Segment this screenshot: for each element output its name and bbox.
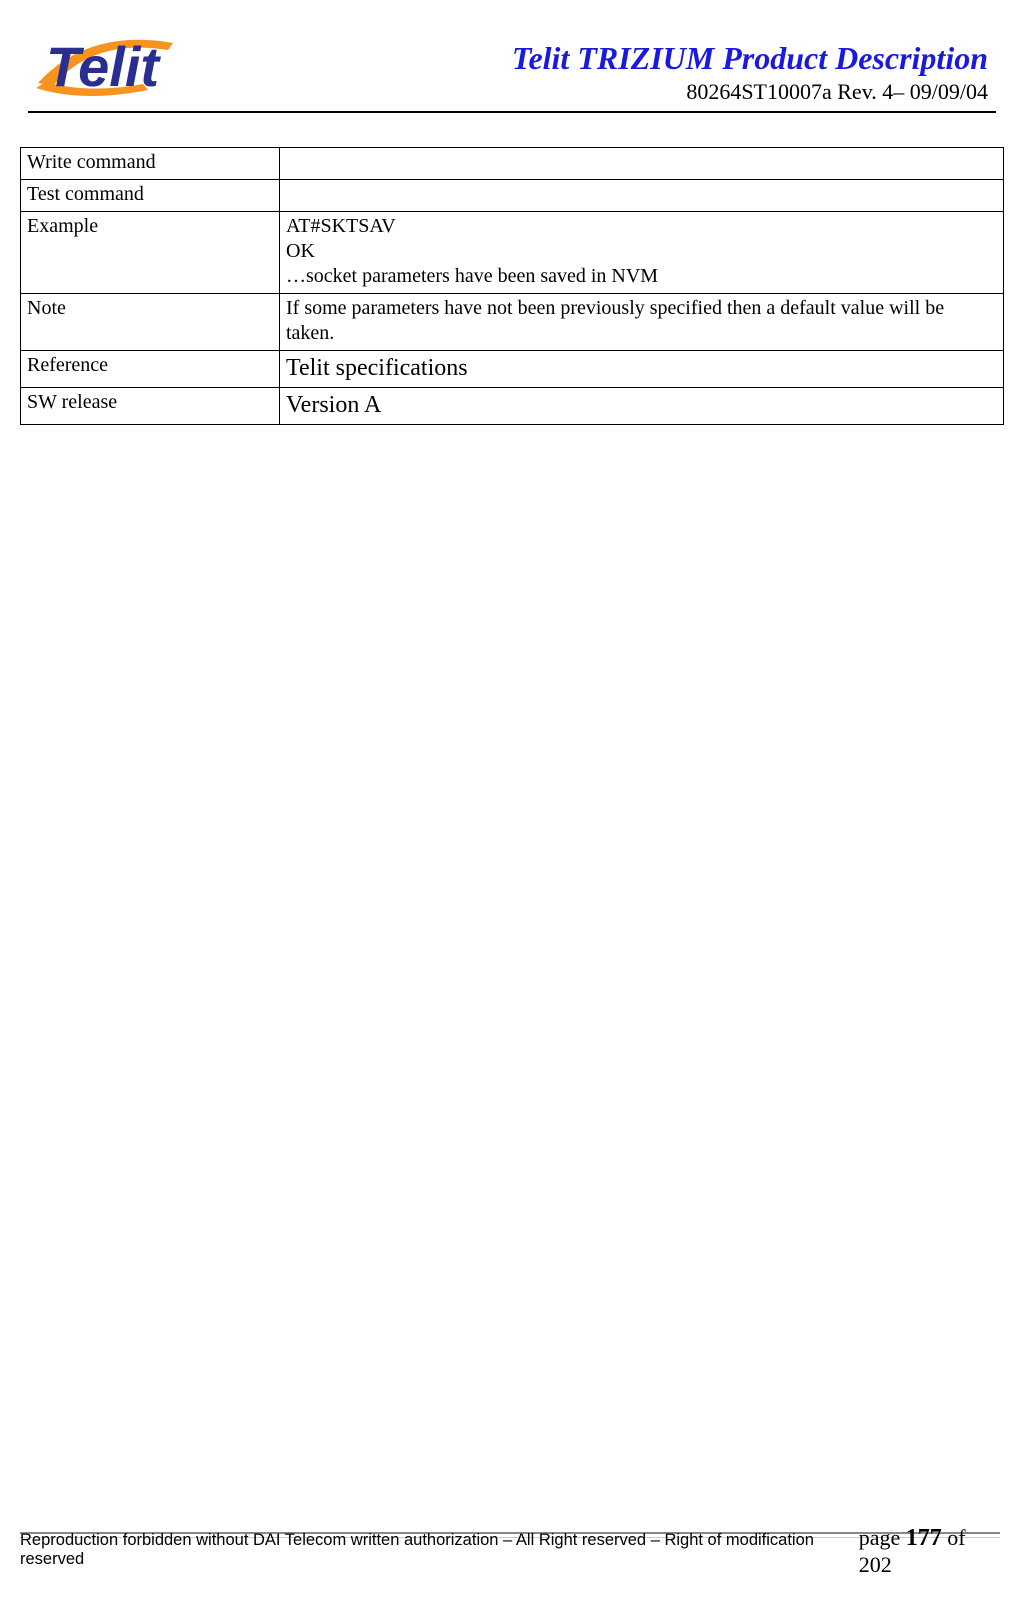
page-label-prefix: page <box>859 1525 906 1550</box>
page-label-middle: of <box>942 1525 966 1550</box>
table-row-value <box>280 148 1004 180</box>
table-row: Test command <box>21 180 1004 212</box>
table-row-value <box>280 180 1004 212</box>
table-row-label: Note <box>21 294 280 351</box>
footer: Reproduction forbidden without DAI Telec… <box>20 1525 1000 1578</box>
footer-left-text: Reproduction forbidden without DAI Telec… <box>20 1531 859 1569</box>
header-rule <box>28 111 996 117</box>
table-row-value: Version A <box>280 388 1004 425</box>
command-table-body: Write commandTest commandExampleAT#SKTSA… <box>21 148 1004 425</box>
table-row: NoteIf some parameters have not been pre… <box>21 294 1004 351</box>
header: Telit Telit TRIZIUM Product Description … <box>0 0 1024 105</box>
table-row-label: Write command <box>21 148 280 180</box>
table-row: ExampleAT#SKTSAVOK…socket parameters hav… <box>21 212 1004 294</box>
table-row-label: Reference <box>21 351 280 388</box>
table-row-label: Example <box>21 212 280 294</box>
table-row: SW releaseVersion A <box>21 388 1004 425</box>
telit-logo: Telit <box>28 18 218 108</box>
page-number: 177 <box>906 1525 942 1551</box>
page-total: 202 <box>859 1552 892 1577</box>
table-row-label: SW release <box>21 388 280 425</box>
footer-page-of: page 177 of 202 <box>859 1525 1000 1578</box>
page-root: Telit Telit TRIZIUM Product Description … <box>0 0 1024 1602</box>
table-row-value: If some parameters have not been previou… <box>280 294 1004 351</box>
svg-text:Telit: Telit <box>46 35 161 98</box>
command-table: Write commandTest commandExampleAT#SKTSA… <box>20 147 1004 425</box>
table-row-value: Telit specifications <box>280 351 1004 388</box>
table-row: Write command <box>21 148 1004 180</box>
table-row-label: Test command <box>21 180 280 212</box>
table-row-value: AT#SKTSAVOK…socket parameters have been … <box>280 212 1004 294</box>
table-row: ReferenceTelit specifications <box>21 351 1004 388</box>
